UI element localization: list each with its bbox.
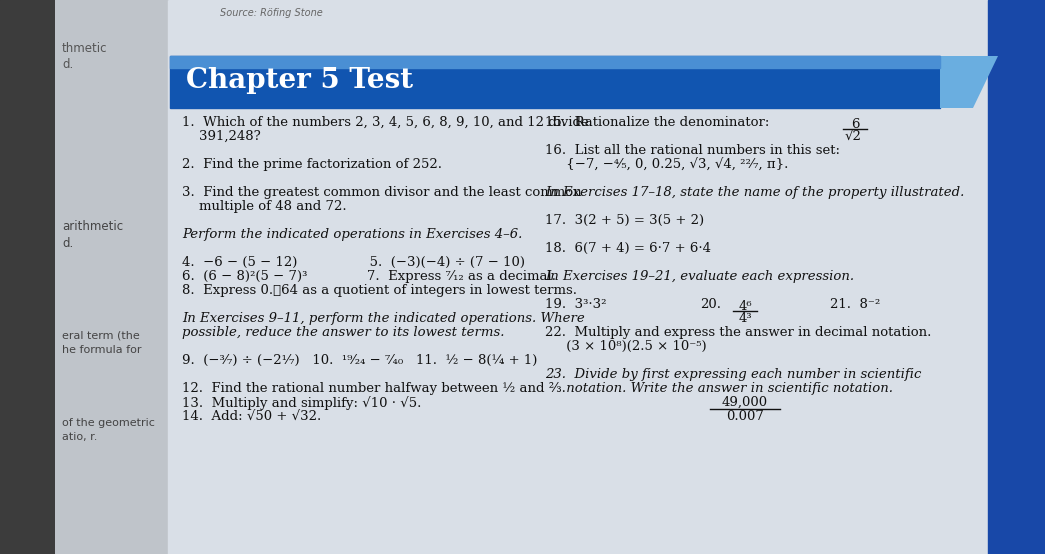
Text: possible, reduce the answer to its lowest terms.: possible, reduce the answer to its lowes… xyxy=(182,326,505,339)
Text: d.: d. xyxy=(62,237,73,250)
Text: 3.  Find the greatest common divisor and the least common: 3. Find the greatest common divisor and … xyxy=(182,186,582,199)
Polygon shape xyxy=(55,0,168,554)
Text: 16.  List all the rational numbers in this set:: 16. List all the rational numbers in thi… xyxy=(545,144,840,157)
Text: 23.  Divide by first expressing each number in scientific: 23. Divide by first expressing each numb… xyxy=(545,368,922,381)
Text: arithmetic: arithmetic xyxy=(62,220,123,233)
Text: 14.  Add: √50 + √32.: 14. Add: √50 + √32. xyxy=(182,410,321,423)
Text: Source: Röfing Stone: Source: Röfing Stone xyxy=(220,8,323,18)
Text: 4⁶: 4⁶ xyxy=(738,300,751,313)
Text: 6: 6 xyxy=(851,118,859,131)
Bar xyxy=(168,0,988,554)
Text: 13.  Multiply and simplify: √10 · √5.: 13. Multiply and simplify: √10 · √5. xyxy=(182,396,421,410)
Text: atio, r.: atio, r. xyxy=(62,432,97,442)
Text: thmetic: thmetic xyxy=(62,42,108,55)
Text: 19.  3³·3²: 19. 3³·3² xyxy=(545,298,606,311)
Text: In Exercises 19–21, evaluate each expression.: In Exercises 19–21, evaluate each expres… xyxy=(545,270,854,283)
Text: eral term (the: eral term (the xyxy=(62,330,140,340)
Text: {−7, −⁴⁄₅, 0, 0.25, √3, √4, ²²⁄₇, π}.: {−7, −⁴⁄₅, 0, 0.25, √3, √4, ²²⁄₇, π}. xyxy=(545,158,788,171)
Text: 8.  Express 0.͖64 as a quotient of integers in lowest terms.: 8. Express 0.͖64 as a quotient of intege… xyxy=(182,284,577,297)
Text: 9.  (−³⁄₇) ÷ (−2¹⁄₇)   10.  ¹⁹⁄₂₄ − ⁷⁄₄₀   11.  ½ − 8(¼ + 1): 9. (−³⁄₇) ÷ (−2¹⁄₇) 10. ¹⁹⁄₂₄ − ⁷⁄₄₀ 11.… xyxy=(182,354,537,367)
Text: 21.  8⁻²: 21. 8⁻² xyxy=(830,298,880,311)
Text: √2: √2 xyxy=(844,130,861,143)
Text: (3 × 10⁸)(2.5 × 10⁻⁵): (3 × 10⁸)(2.5 × 10⁻⁵) xyxy=(545,340,706,353)
Bar xyxy=(170,56,940,68)
Text: of the geometric: of the geometric xyxy=(62,418,155,428)
Text: 4³: 4³ xyxy=(738,312,751,325)
Text: Perform the indicated operations in Exercises 4–6.: Perform the indicated operations in Exer… xyxy=(182,228,522,241)
Text: multiple of 48 and 72.: multiple of 48 and 72. xyxy=(182,200,347,213)
Text: In Exercises 9–11, perform the indicated operations. Where: In Exercises 9–11, perform the indicated… xyxy=(182,312,585,325)
Polygon shape xyxy=(940,56,998,108)
Text: 15.  Rationalize the denominator:: 15. Rationalize the denominator: xyxy=(545,116,769,129)
Text: 12.  Find the rational number halfway between ½ and ⅔.: 12. Find the rational number halfway bet… xyxy=(182,382,566,395)
Text: Chapter 5 Test: Chapter 5 Test xyxy=(186,68,413,95)
Text: 1.  Which of the numbers 2, 3, 4, 5, 6, 8, 9, 10, and 12 divide: 1. Which of the numbers 2, 3, 4, 5, 6, 8… xyxy=(182,116,588,129)
Text: d.: d. xyxy=(62,58,73,71)
Text: 2.  Find the prime factorization of 252.: 2. Find the prime factorization of 252. xyxy=(182,158,442,171)
Bar xyxy=(0,0,55,554)
Bar xyxy=(988,0,1045,554)
Text: 20.: 20. xyxy=(700,298,721,311)
Text: In Exercises 17–18, state the name of the property illustrated.: In Exercises 17–18, state the name of th… xyxy=(545,186,965,199)
Text: 49,000: 49,000 xyxy=(722,396,768,409)
Text: 17.  3(2 + 5) = 3(5 + 2): 17. 3(2 + 5) = 3(5 + 2) xyxy=(545,214,704,227)
Text: notation. Write the answer in scientific notation.: notation. Write the answer in scientific… xyxy=(545,382,893,395)
Text: 391,248?: 391,248? xyxy=(182,130,261,143)
Text: he formula for: he formula for xyxy=(62,345,141,355)
Text: 0.007: 0.007 xyxy=(726,410,764,423)
Bar xyxy=(170,56,940,108)
Text: 4.  −6 − (5 − 12)                 5.  (−3)(−4) ÷ (7 − 10): 4. −6 − (5 − 12) 5. (−3)(−4) ÷ (7 − 10) xyxy=(182,256,525,269)
Text: 18.  6(7 + 4) = 6·7 + 6·4: 18. 6(7 + 4) = 6·7 + 6·4 xyxy=(545,242,711,255)
Text: 22.  Multiply and express the answer in decimal notation.: 22. Multiply and express the answer in d… xyxy=(545,326,931,339)
Text: 6.  (6 − 8)²(5 − 7)³              7.  Express ⁷⁄₁₂ as a decimal.: 6. (6 − 8)²(5 − 7)³ 7. Express ⁷⁄₁₂ as a… xyxy=(182,270,556,283)
